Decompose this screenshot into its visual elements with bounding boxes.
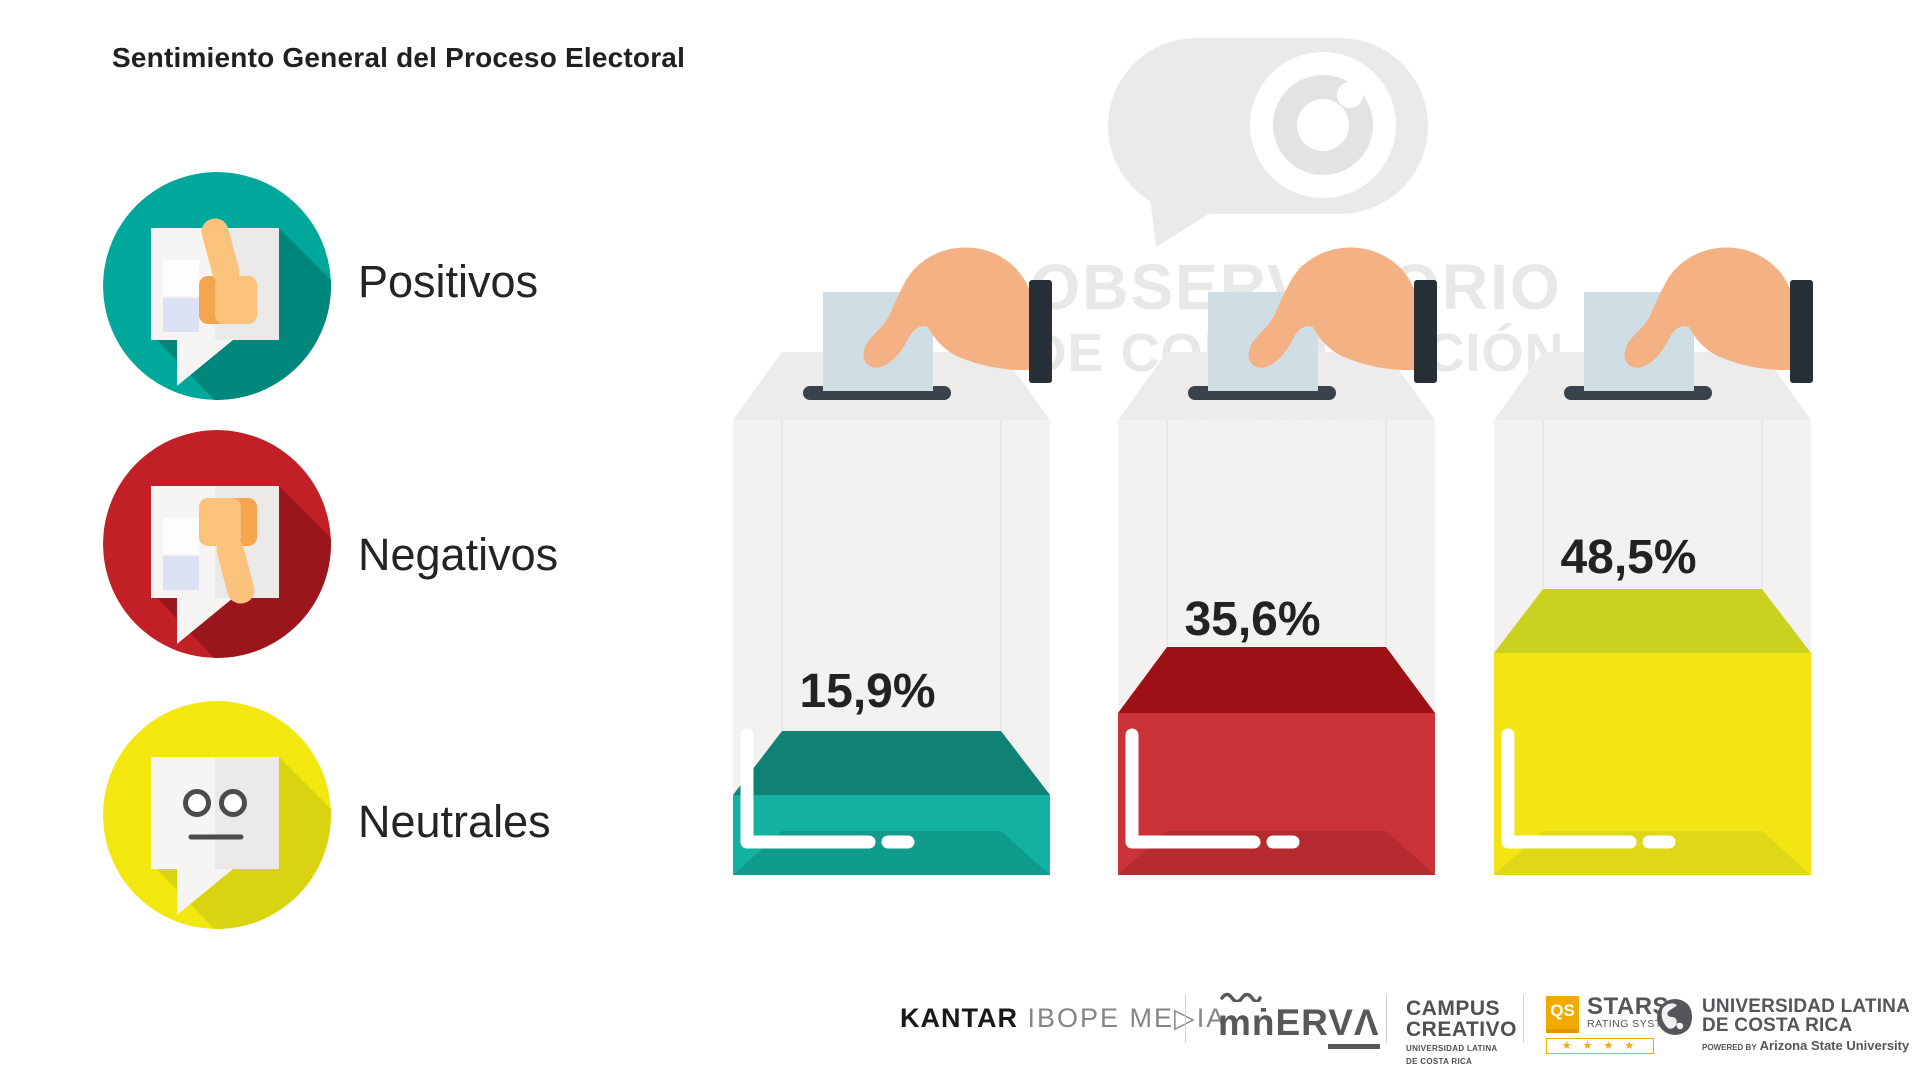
kantar-ibope-media-logo: KANTAR IBOPE ME▷IA [900, 1003, 1226, 1034]
globe-icon [1657, 999, 1694, 1035]
page-title: Sentimiento General del Proceso Electora… [112, 42, 686, 73]
kantar-logo-text: KANTAR [900, 1003, 1018, 1033]
thumb-down-glyph [199, 498, 257, 604]
voting-hand [1248, 247, 1415, 371]
qs-subtitle: RATING SYSTEM [1587, 1018, 1679, 1030]
universidad-line2: DE COSTA RICA [1702, 1015, 1853, 1036]
negative-thumbs-down-icon [103, 430, 331, 658]
powered-by-prefix: POWERED BY [1702, 1043, 1757, 1052]
fill-positivos [733, 728, 1050, 875]
sleeve [1029, 280, 1052, 383]
footer-divider [1185, 995, 1186, 1043]
minerva-logo-text: mṅER [1218, 1002, 1329, 1043]
neutral-face-icon [103, 701, 331, 929]
fill-negativos [1118, 647, 1435, 875]
legend-label-negativos: Negativos [358, 529, 559, 580]
minerva-wave-icon [1220, 992, 1262, 1002]
powered-by-name: Arizona State University [1759, 1038, 1910, 1053]
sleeve [1414, 280, 1437, 383]
legend-label-neutrales: Neutrales [358, 796, 551, 847]
campus-creativo-logo: CAMPUS CREATIVO UNIVERSIDAD LATINA DE CO… [1406, 998, 1517, 1066]
universidad-line1: UNIVERSIDAD LATINA [1702, 996, 1911, 1017]
ibope-media-logo-text: IBOPE ME▷IA [1017, 1003, 1227, 1033]
positive-thumbs-up-icon [103, 172, 331, 400]
legend-label-positivos: Positivos [358, 256, 539, 307]
qs-stars-text: STARS [1587, 993, 1670, 1020]
footer-divider [1523, 995, 1524, 1043]
qs-badge: QS [1546, 996, 1579, 1033]
qs-star-rating: ★ ★ ★ ★ [1546, 1038, 1654, 1054]
fill-neutrales [1494, 589, 1811, 875]
universidad-latina-logo: UNIVERSIDAD LATINA DE COSTA RICA POWERED… [1656, 997, 1910, 1053]
campus-sub1: UNIVERSIDAD LATINA [1406, 1044, 1498, 1053]
value-label-positivos: 15,9% [799, 665, 936, 718]
voting-hand [1624, 247, 1791, 371]
ballot-box-positivos [733, 230, 1063, 890]
campus-line1: CAMPUS [1406, 997, 1501, 1020]
sleeve [1790, 280, 1813, 383]
voting-hand [863, 247, 1030, 371]
footer-divider [1386, 995, 1387, 1043]
value-label-neutrales: 48,5% [1560, 531, 1697, 584]
campus-line2: CREATIVO [1406, 1018, 1517, 1041]
campus-sub2: DE COSTA RICA [1406, 1057, 1473, 1066]
minerva-logo: mṅERVΛ [1218, 992, 1380, 1049]
value-label-negativos: 35,6% [1184, 593, 1321, 646]
qs-stars-logo: QS STARS™ RATING SYSTEM ★ ★ ★ ★ [1546, 993, 1679, 1054]
watermark-eye-bubble-icon [1108, 38, 1428, 247]
neutral-face-glyph [183, 789, 247, 840]
ballot-box-negativos [1118, 230, 1448, 890]
ballot-box-neutrales [1494, 230, 1824, 890]
minerva-logo-text-underlined: VΛ [1328, 1002, 1380, 1049]
thumb-up-glyph [199, 218, 257, 324]
